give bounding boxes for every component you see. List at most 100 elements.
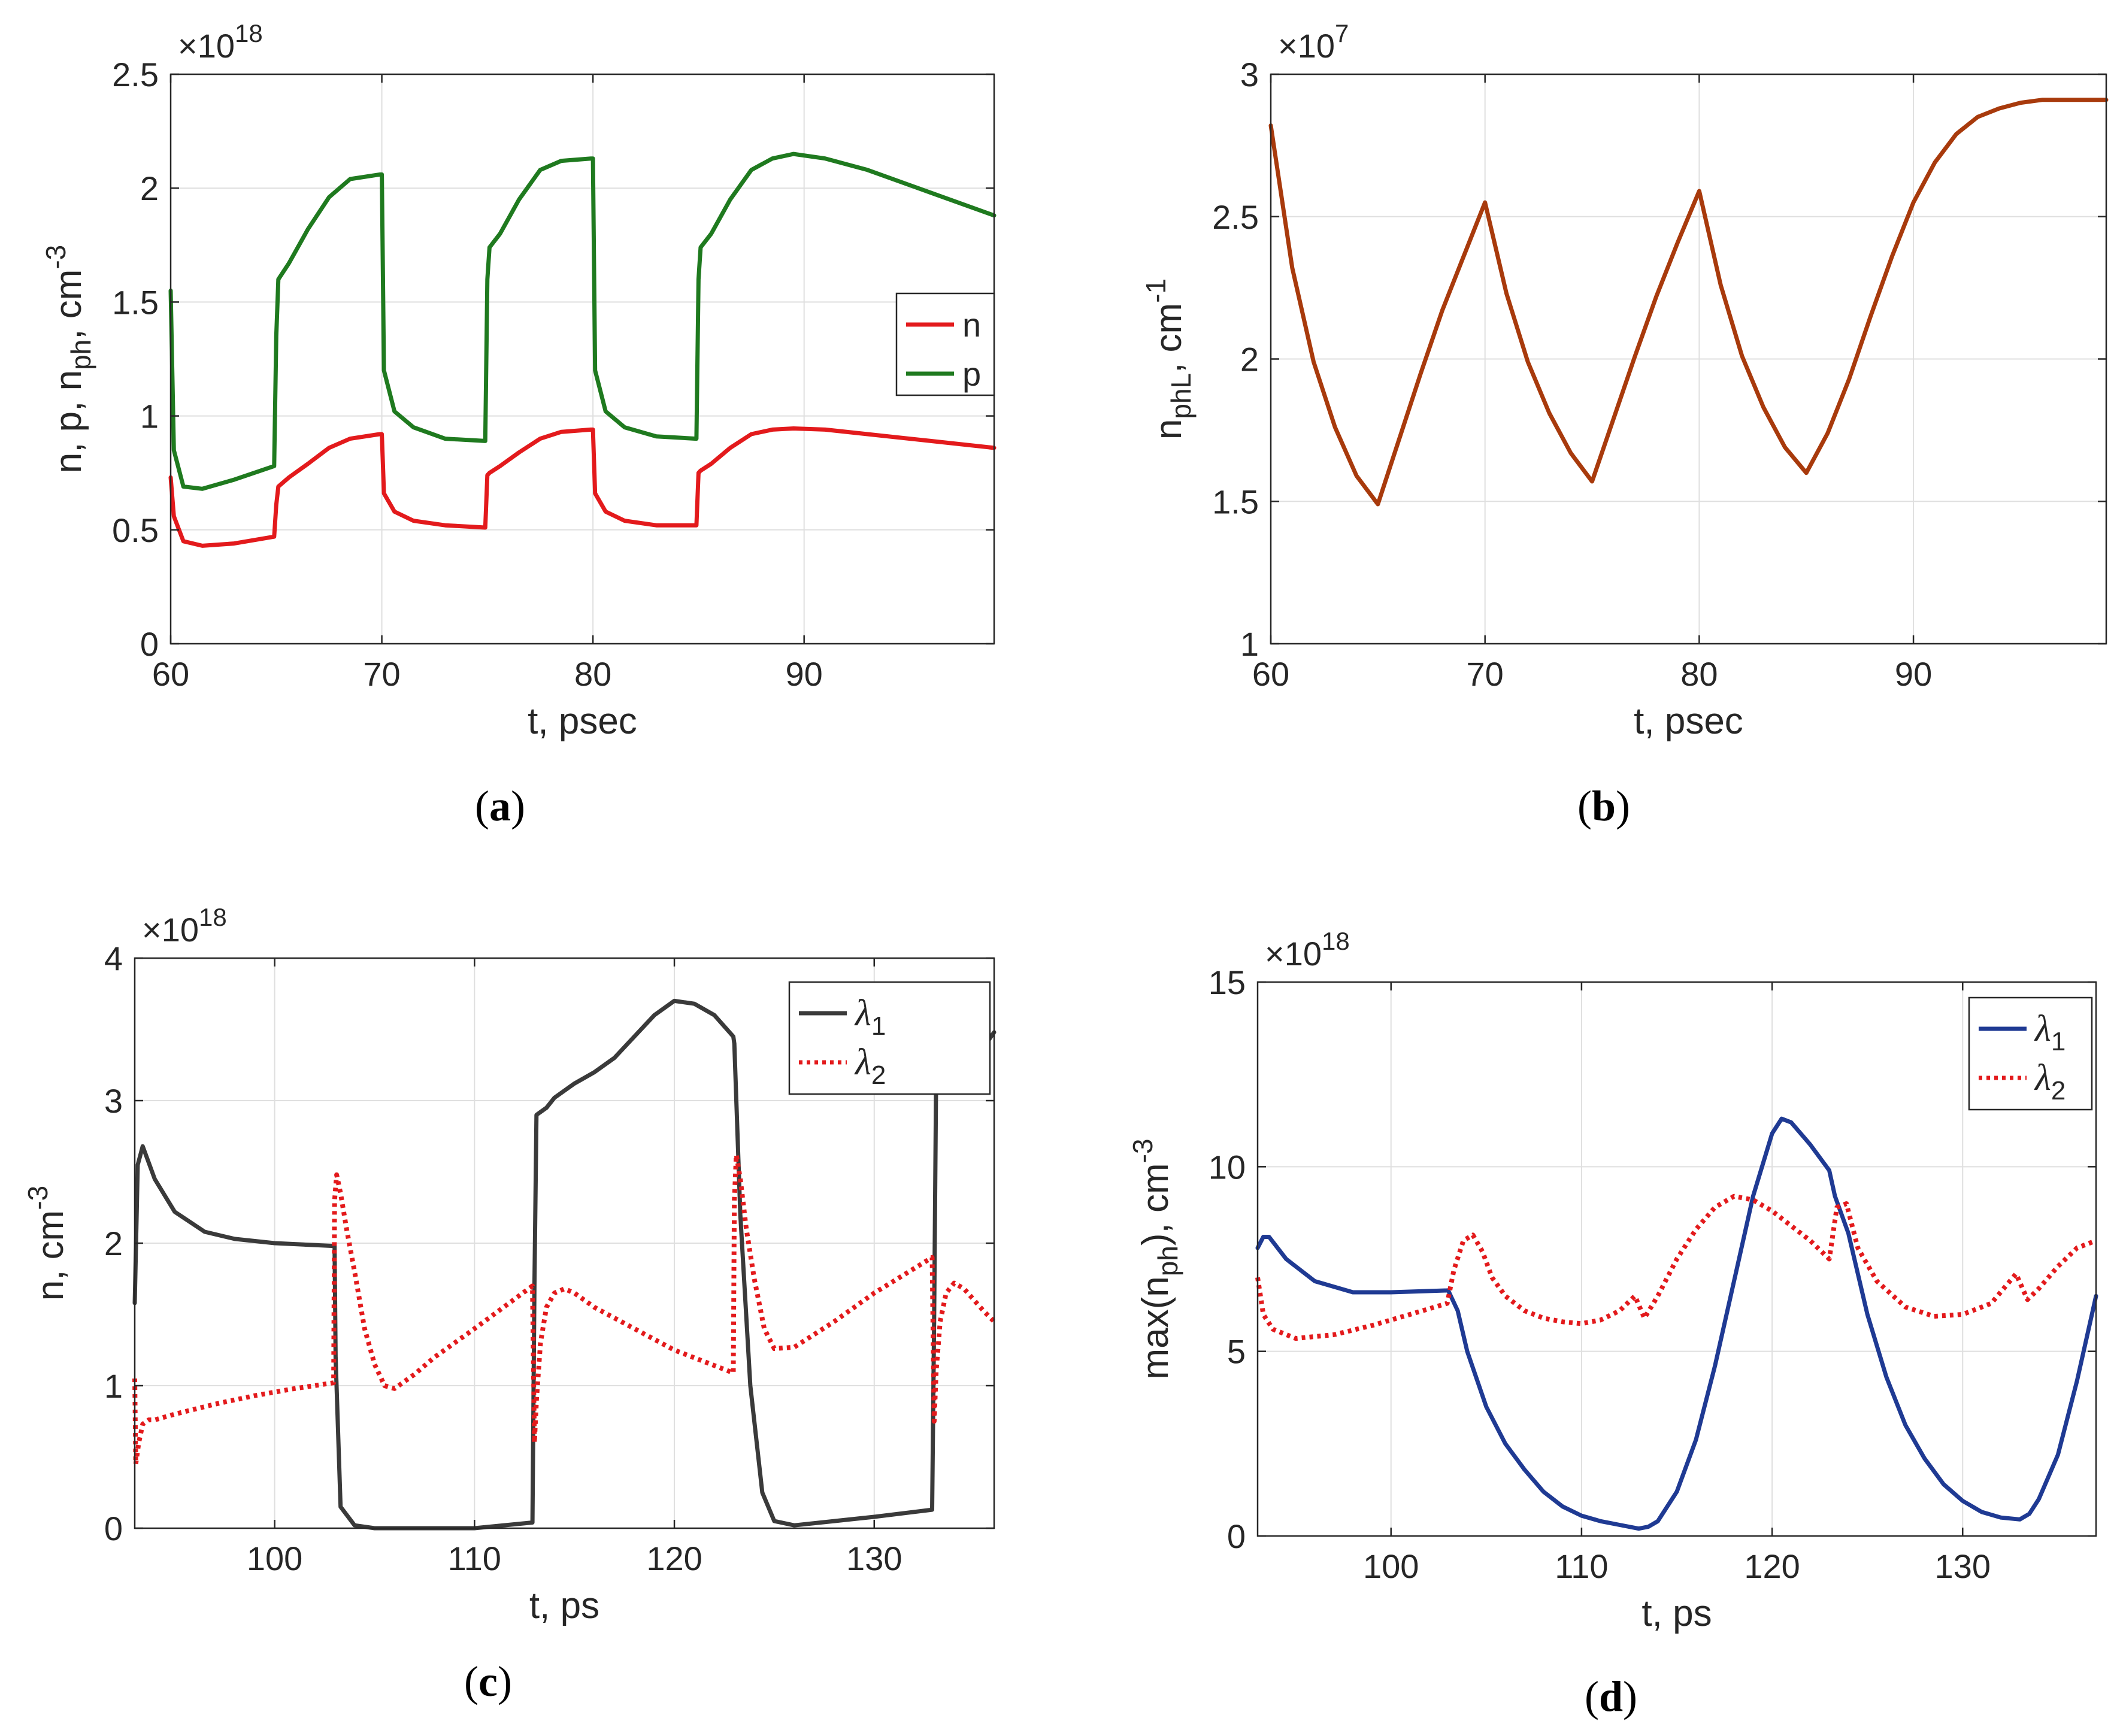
y-tick-label: 3 (104, 1082, 123, 1120)
panel-caption: (a) (475, 782, 525, 830)
y-tick-label: 1.5 (112, 283, 159, 321)
exponent-power: 18 (235, 19, 263, 47)
panel-b: 60 70 80 90 1 1.5 2 2.5 3 ×107 t, psec nphL, cm-1 (b… (1140, 19, 2109, 830)
legend-symbol: λ (2034, 1058, 2051, 1098)
caption-letter: b (1592, 782, 1616, 830)
legend-label-2: λ2 (854, 1042, 886, 1090)
legend-subscript: 2 (2051, 1076, 2065, 1105)
y-tick-label: 5 (1227, 1333, 1246, 1371)
caption-paren: ( (464, 1658, 478, 1705)
exponent-base: ×10 (142, 911, 199, 949)
caption-letter: a (489, 782, 511, 830)
series-line-2 (168, 152, 997, 491)
legend-subscript: 1 (2051, 1027, 2065, 1056)
y-tick-label: 1 (104, 1367, 123, 1405)
y-label-subscript: phL (1165, 373, 1197, 419)
y-label-superscript: -1 (1140, 278, 1171, 303)
y-axis-label: n, cm-3 (22, 1186, 71, 1301)
y-tick-label: 0 (104, 1510, 123, 1547)
legend-label-1: λ1 (2034, 1008, 2065, 1056)
y-tick-label: 2 (1240, 341, 1259, 378)
exponent-power: 18 (1322, 927, 1350, 955)
legend-label-1: λ1 (854, 993, 886, 1041)
y-tick-label: 2.5 (1212, 198, 1259, 236)
x-tick-label: 60 (152, 655, 189, 693)
y-label-text: max(n (1135, 1276, 1176, 1379)
x-tick-label: 80 (1680, 655, 1718, 693)
x-tick-label: 90 (1895, 655, 1932, 693)
series-line-1 (132, 998, 997, 1531)
exponent-base: ×10 (1278, 27, 1335, 65)
series-line-2 (132, 1152, 996, 1467)
caption-paren: ( (1585, 1673, 1599, 1720)
x-tick-label: 130 (846, 1540, 902, 1577)
x-tick-label: 110 (448, 1540, 501, 1577)
y-tick-label: 2.5 (112, 56, 159, 93)
y-tick-label: 10 (1209, 1148, 1246, 1186)
y-label-text: , cm (1148, 303, 1189, 373)
x-tick-label: 120 (646, 1540, 702, 1577)
y-tick-label: 3 (1240, 56, 1259, 93)
panel-d: 100 110 120 130 0 5 10 15 ×1018 t, ps max(nph), cm… (1127, 927, 2098, 1720)
x-tick-label: 80 (574, 655, 611, 693)
axis-exponent: ×1018 (1265, 927, 1350, 972)
legend-box (788, 981, 991, 1095)
y-tick-label: 1 (140, 398, 159, 435)
y-label-text: , cm (48, 269, 89, 340)
y-tick-label: 15 (1209, 964, 1246, 1001)
y-tick-label: 2 (140, 169, 159, 207)
x-tick-label: 60 (1252, 655, 1289, 693)
x-axis-label: t, ps (529, 1585, 599, 1626)
y-label-text: n, p, n (48, 370, 89, 473)
y-label-subscript: ph (65, 340, 96, 370)
x-tick-label: 90 (786, 655, 823, 693)
axes-box (1256, 981, 2097, 1537)
x-axis-label: t, ps (1641, 1593, 1712, 1634)
caption-letter: d (1599, 1673, 1623, 1720)
x-tick-label: 70 (1467, 655, 1504, 693)
panel-caption: (b) (1577, 782, 1630, 830)
caption-paren: ) (1616, 782, 1630, 830)
y-axis-label: max(nph), cm-3 (1127, 1138, 1183, 1379)
x-tick-label: 100 (247, 1540, 302, 1577)
y-label-superscript: -3 (1127, 1138, 1158, 1163)
y-tick-label: 1 (1240, 625, 1259, 663)
axis-exponent: ×1018 (142, 903, 227, 949)
exponent-power: 18 (199, 903, 227, 931)
y-label-superscript: -3 (22, 1186, 53, 1210)
x-tick-label: 100 (1363, 1547, 1419, 1585)
x-tick-label: 130 (1935, 1547, 1991, 1585)
y-label-text: n, cm (30, 1210, 71, 1301)
y-label-text: ), cm (1135, 1163, 1176, 1246)
panel-caption: (d) (1585, 1673, 1637, 1720)
legend-symbol: λ (854, 1042, 871, 1083)
x-tick-label: 120 (1744, 1547, 1800, 1585)
series-line-1 (168, 426, 997, 548)
x-tick-label: 70 (363, 655, 400, 693)
y-tick-label: 1.5 (1212, 483, 1259, 520)
y-label-subscript: ph (1152, 1246, 1183, 1276)
series-line-1 (1268, 98, 2109, 507)
legend: np (895, 292, 995, 396)
axis-exponent: ×1018 (178, 19, 263, 65)
axis-exponent: ×107 (1278, 19, 1349, 65)
y-label-superscript: -3 (40, 245, 71, 269)
series-line-2 (1255, 1193, 2097, 1341)
panel-caption: (c) (464, 1658, 512, 1705)
series-line-1 (1255, 1116, 2098, 1531)
y-tick-label: 0 (140, 625, 159, 663)
legend-subscript: 2 (871, 1061, 886, 1090)
legend-label-2: p (962, 355, 981, 393)
caption-paren: ( (1577, 782, 1592, 830)
exponent-base: ×10 (1265, 935, 1322, 972)
exponent-base: ×10 (178, 27, 235, 65)
caption-paren: ) (498, 1658, 512, 1705)
x-axis-label: t, psec (528, 701, 637, 742)
caption-letter: c (478, 1658, 498, 1705)
y-tick-label: 0.5 (112, 511, 159, 549)
legend-label-1: n (962, 306, 981, 344)
